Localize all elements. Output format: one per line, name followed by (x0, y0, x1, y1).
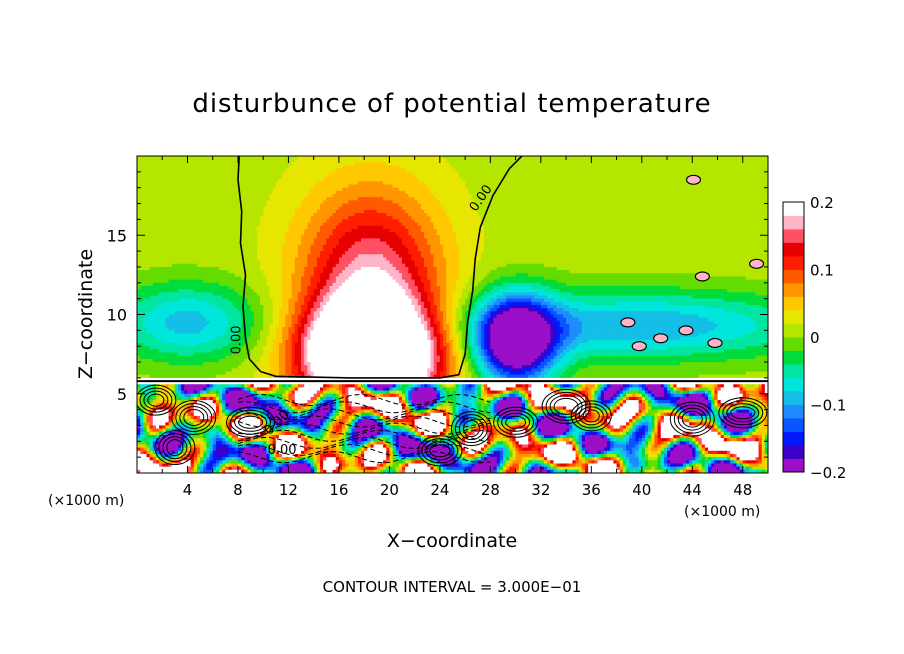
heatmap-field (136, 156, 769, 474)
chart-title: disturbunce of potential temperature (192, 89, 711, 119)
